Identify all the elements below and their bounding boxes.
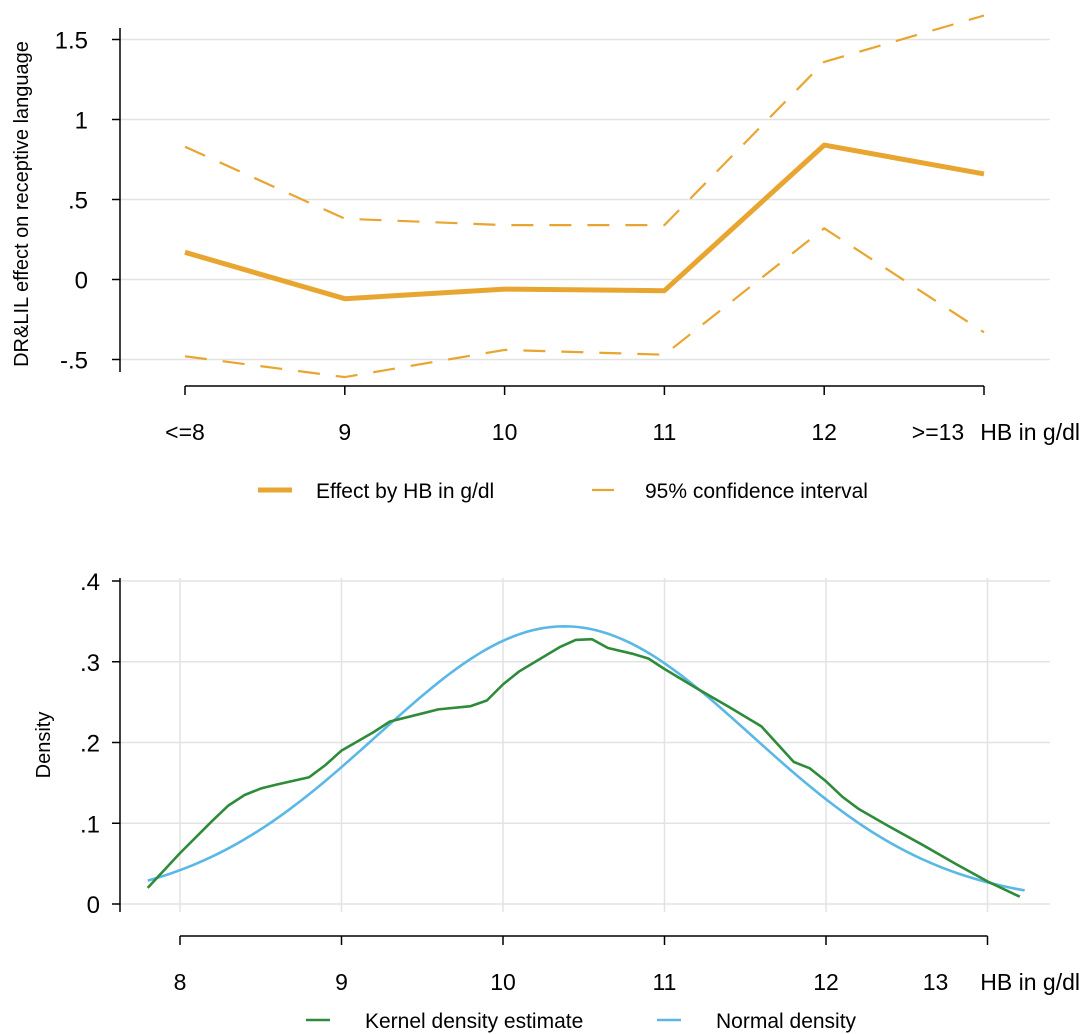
y-tick-label: 1.5	[55, 28, 88, 55]
kernel-density-line	[146, 637, 1021, 898]
x-tick-label: 8	[174, 969, 187, 995]
density-chart: 0 .1 .2 .3 .4 8 9 10 11 12 13 HB in g/dl Density Kern…	[33, 569, 1080, 1033]
y-tick-label: -.5	[60, 348, 88, 375]
ci-lower-line	[184, 227, 985, 379]
y-tick-label: 0	[75, 268, 88, 295]
x-axis-title: HB in g/dl	[980, 969, 1080, 995]
x-tick-label: >=13	[912, 419, 964, 445]
y-tick-label: .1	[80, 811, 100, 838]
x-tick-label: 12	[811, 419, 837, 445]
legend-label-effect: Effect by HB in g/dl	[316, 480, 494, 503]
x-tick-label: 9	[338, 419, 351, 445]
x-axis-title: HB in g/dl	[980, 419, 1080, 445]
legend-label-normal: Normal density	[716, 1010, 857, 1033]
y-tick-label: .2	[80, 731, 100, 758]
x-tick-label: 13	[923, 969, 949, 995]
y-tick-label: 1	[75, 108, 88, 135]
legend-label-ci: 95% confidence interval	[645, 480, 868, 503]
x-tick-label: 11	[652, 419, 676, 445]
y-axis-title: Density	[33, 712, 55, 779]
x-tick-label: 11	[653, 969, 677, 995]
x-tick-label: 12	[813, 969, 839, 995]
y-axis-title: DR&LIL effect on receptive language	[11, 41, 33, 367]
x-tick-label: 9	[335, 969, 348, 995]
y-tick-label: .3	[80, 650, 100, 677]
x-tick-label: <=8	[165, 419, 205, 445]
y-tick-label: .5	[68, 188, 88, 215]
y-tick-label: .4	[80, 569, 100, 596]
legend-label-kernel: Kernel density estimate	[365, 1010, 583, 1033]
y-tick-label: 0	[87, 892, 100, 919]
x-tick-label: 10	[490, 969, 516, 995]
ci-upper-line	[184, 14, 985, 227]
normal-density-line	[147, 624, 1025, 892]
x-tick-label: 10	[492, 419, 518, 445]
effect-line	[184, 142, 985, 302]
effect-chart: -.5 0 .5 1 1.5 DR&LIL effect on receptive lan…	[11, 14, 1080, 503]
